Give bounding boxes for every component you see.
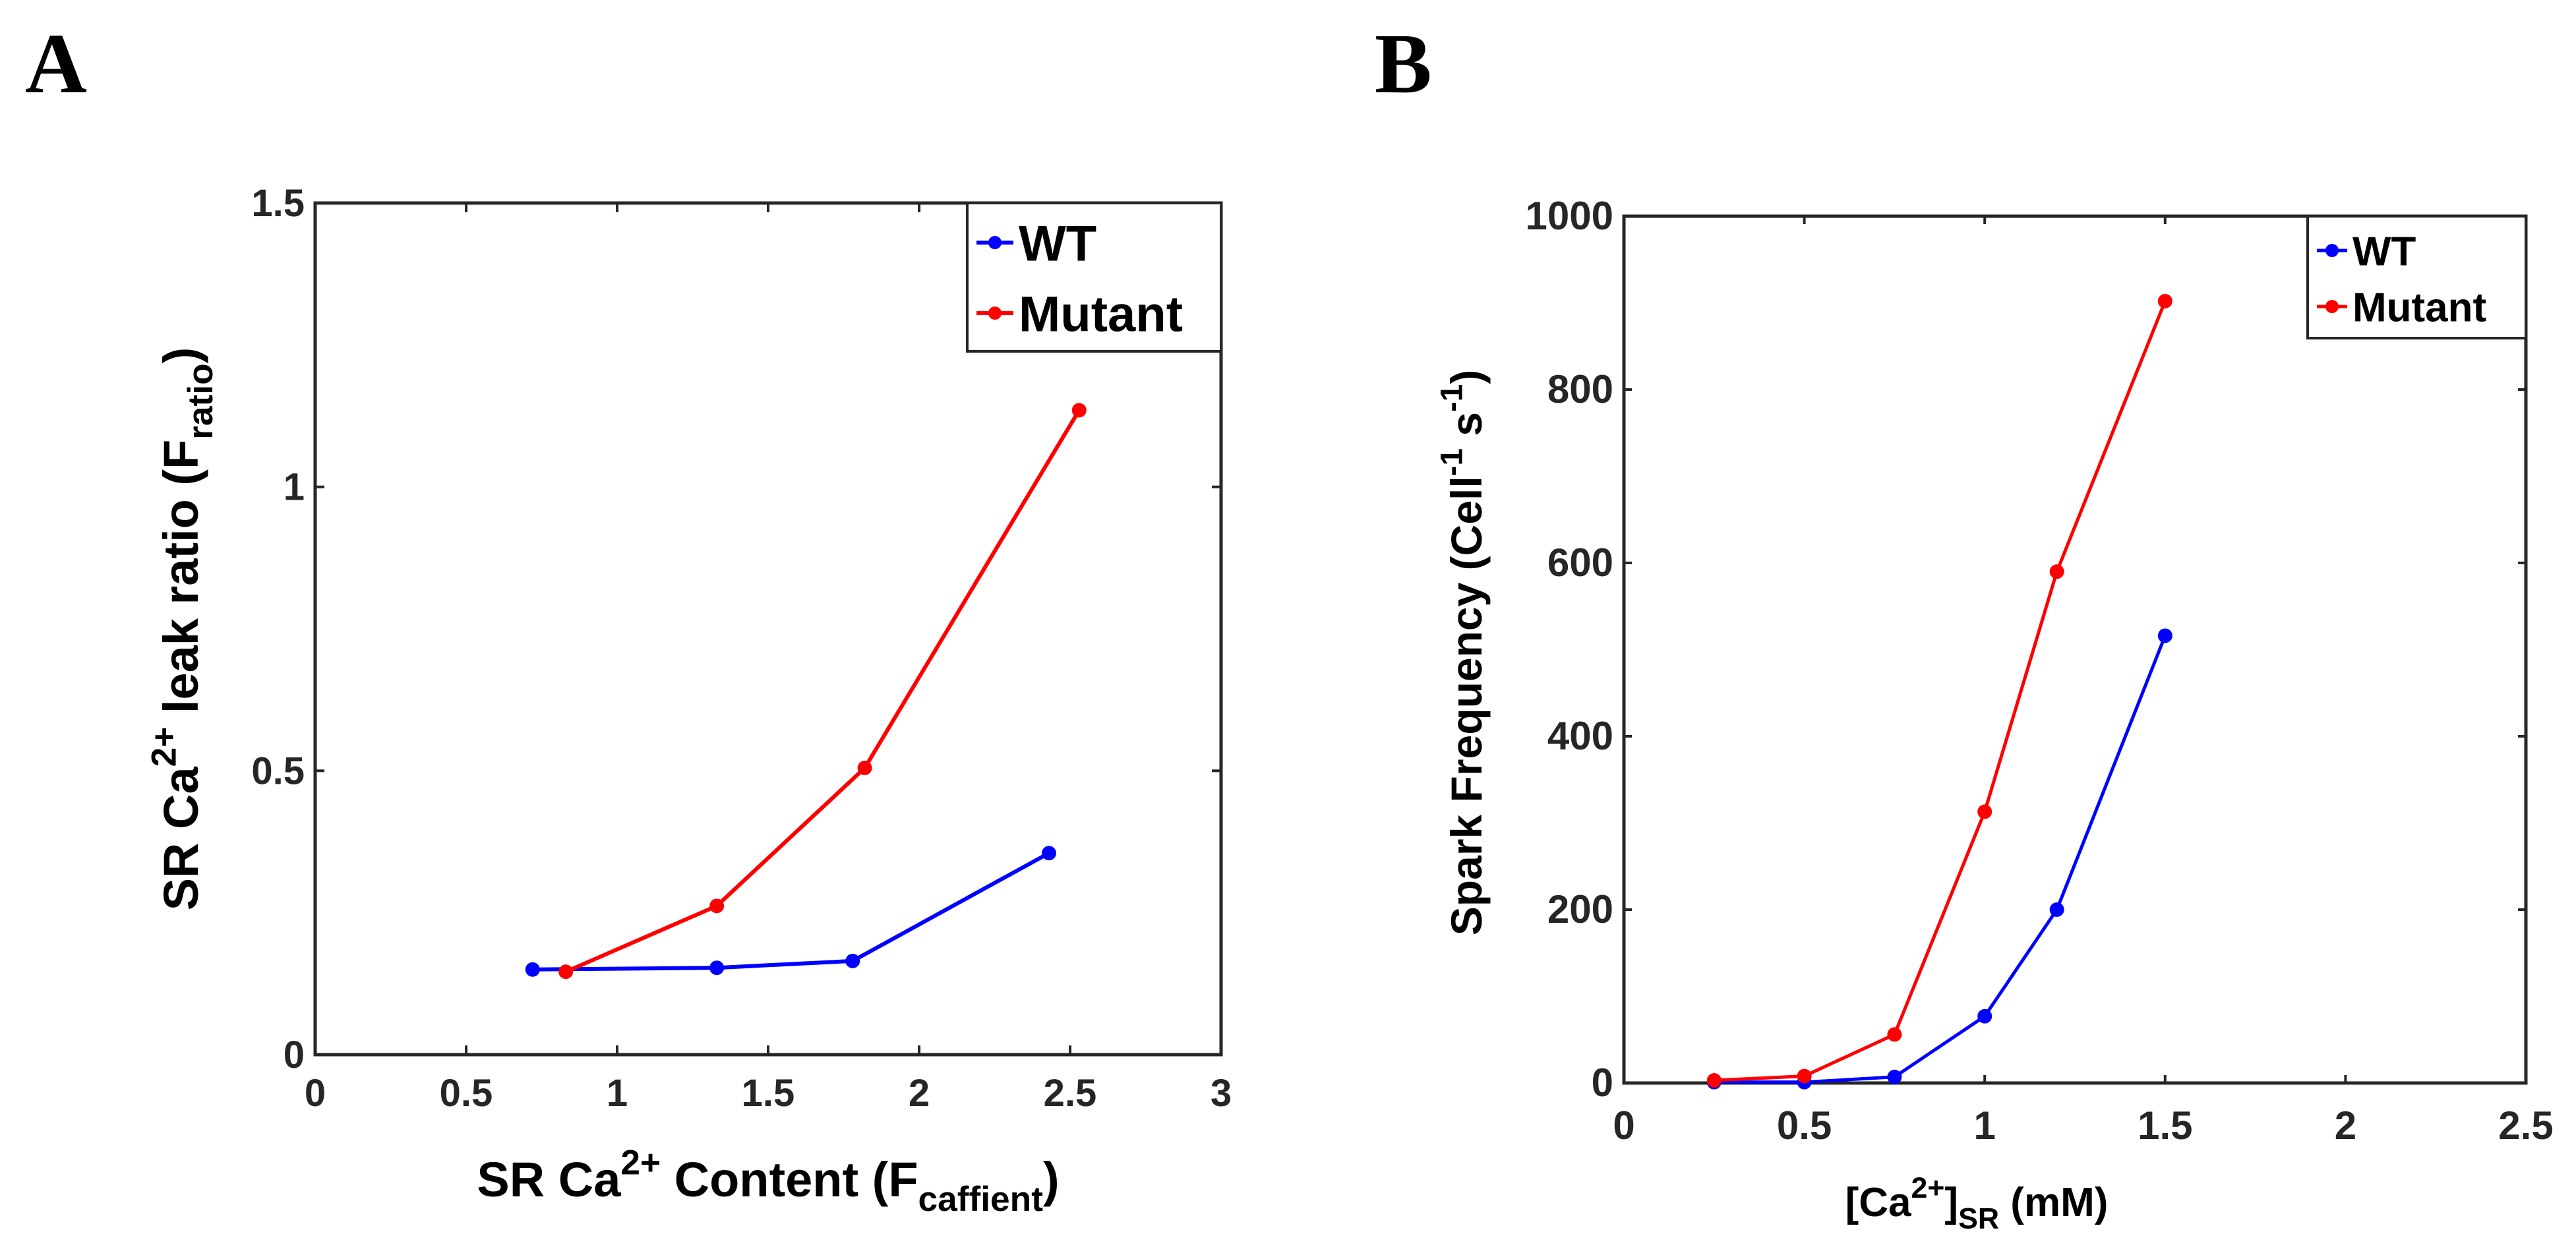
y-tick-label: 0 [1592,1061,1613,1105]
panel-label-b: B [1375,16,1432,111]
legend-label-mutant: Mutant [1019,286,1183,342]
data-point-wt [2157,628,2172,643]
y-tick-label: 1.5 [251,182,305,225]
legend-box [2306,215,2527,339]
x-tick-label: 0.5 [1777,1103,1832,1148]
x-axis-label: [Ca2+]SR (mM) [1845,1172,2109,1235]
legend-label-wt: WT [1019,216,1096,272]
series-line-wt [532,851,1050,972]
legend-label-wt: WT [2352,229,2416,274]
data-point-mutant [1706,1073,1722,1088]
data-point-wt [1977,1009,1992,1024]
legend-swatch-marker [2325,244,2339,257]
series-line-wt [1714,635,2167,1084]
y-tick-label: 600 [1547,541,1613,585]
data-point-wt [709,960,725,976]
data-point-wt [525,962,540,977]
y-tick-label: 200 [1547,887,1613,931]
data-point-wt [1041,846,1056,861]
x-tick-label: 3 [1211,1072,1232,1115]
series-line-mutant [564,409,1081,974]
x-tick-label: 1 [607,1072,628,1115]
x-tick-label: 0 [1613,1103,1634,1148]
x-tick-label: 0.5 [440,1072,493,1115]
x-axis-label: SR Ca2+ Content (Fcaffient) [477,1144,1059,1219]
data-point-mutant [1887,1027,1902,1042]
y-tick-label: 1000 [1526,194,1613,238]
legend-swatch-marker [988,236,1002,249]
legend-swatch-marker [988,307,1002,320]
plot-area-frame [1622,214,2528,1085]
x-tick-label: 0 [305,1072,326,1115]
chart-a: 0 0.5 1 1.5 2 2.5 3 0 0.5 1 1.5 WT Mutant SR Ca2+ Con… [145,182,1232,1219]
data-point-wt [2049,902,2064,917]
legend-swatch-marker [2325,300,2339,313]
y-axis-label: Spark Frequency (Cell-1 s-1) [1434,370,1491,935]
data-point-mutant [857,761,872,776]
data-point-mutant [1071,403,1087,418]
y-tick-label: 1 [284,466,305,509]
data-point-mutant [2049,564,2064,579]
y-tick-label: 800 [1547,367,1613,411]
panel-label-a: A [25,16,87,111]
data-point-wt [1887,1069,1902,1084]
legend: WT Mutant [2306,215,2527,339]
series-line-mutant [1714,300,2167,1082]
y-tick-label: 400 [1547,714,1613,758]
data-point-mutant [2157,293,2172,308]
data-point-mutant [1797,1069,1812,1084]
y-axis-label: SR Ca2+ leak ratio (Fratio) [145,347,221,911]
data-point-mutant [709,898,725,914]
x-tick-label: 1.5 [2138,1103,2192,1148]
legend-label-mutant: Mutant [2352,285,2486,330]
data-point-mutant [1977,804,1992,819]
x-tick-label: 2.5 [2498,1103,2553,1148]
y-tick-label: 0.5 [251,749,305,792]
x-tick-label: 2 [909,1072,930,1115]
chart-b: 0 0.5 1 1.5 2 2.5 0 200 400 600 800 1000 WT Mutant [Ca… [1434,194,2553,1235]
x-tick-label: 1 [1974,1103,1996,1148]
x-tick-label: 1.5 [742,1072,795,1115]
data-point-wt [845,953,860,968]
data-point-mutant [558,964,574,980]
legend-box [966,202,1222,353]
y-tick-label: 0 [284,1034,305,1076]
x-tick-label: 2.5 [1044,1072,1097,1115]
x-tick-label: 2 [2335,1103,2356,1148]
legend: WT Mutant [966,202,1222,353]
